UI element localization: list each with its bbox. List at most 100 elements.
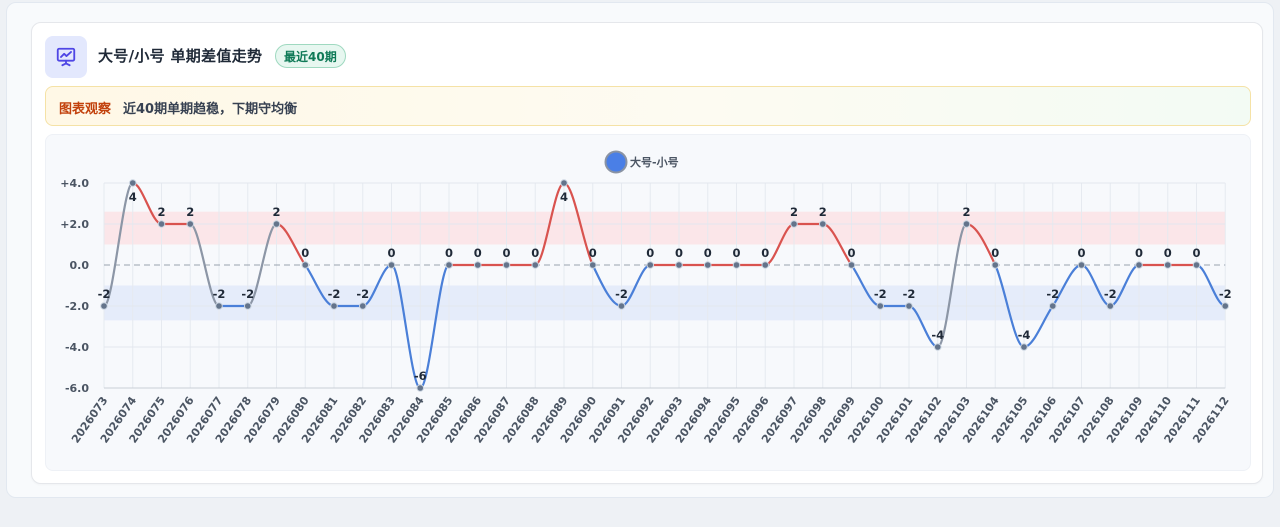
observation-label: 图表观察 <box>59 102 112 117</box>
data-point[interactable] <box>905 302 913 310</box>
data-point[interactable] <box>531 261 540 269</box>
series-line-segment <box>189 222 220 308</box>
data-label: 2 <box>819 205 827 219</box>
data-label: -6 <box>414 369 427 383</box>
data-label: 4 <box>560 190 568 204</box>
data-label: 2 <box>186 205 194 219</box>
data-point[interactable] <box>1192 261 1201 269</box>
data-point[interactable] <box>301 261 310 269</box>
card-title: 大号/小号 单期差值走势 <box>98 47 263 65</box>
data-label: 0 <box>301 246 309 260</box>
data-point[interactable] <box>215 302 223 310</box>
data-label: -2 <box>98 287 111 301</box>
data-point[interactable] <box>272 220 281 228</box>
data-label: 2 <box>962 205 970 219</box>
series-line-segment <box>419 263 451 390</box>
difference-line-chart: +4.0+2.00.0-2.0-4.0-6.0大号-小号-22026073420… <box>60 150 1232 446</box>
data-label: 0 <box>761 246 769 260</box>
data-point[interactable] <box>186 220 195 228</box>
data-point[interactable] <box>502 261 511 269</box>
data-label: 2 <box>272 205 280 219</box>
data-label: 4 <box>129 190 137 204</box>
data-label: 0 <box>1135 246 1143 260</box>
data-label: -2 <box>213 287 226 301</box>
data-point[interactable] <box>1106 302 1115 310</box>
band-negative <box>104 285 1226 321</box>
data-label: -2 <box>1219 287 1232 301</box>
page-panel: 大号/小号 单期差值走势 最近40期 图表观察 近40期单期趋稳，下期守均衡 +… <box>6 2 1274 498</box>
data-label: 0 <box>646 246 654 260</box>
data-label: -2 <box>1046 287 1059 301</box>
legend-marker[interactable] <box>604 150 628 174</box>
data-label: 0 <box>1077 246 1085 260</box>
data-point[interactable] <box>1020 343 1028 351</box>
y-tick-label: 0.0 <box>70 259 90 272</box>
data-point[interactable] <box>933 343 942 351</box>
trend-card: 大号/小号 单期差值走势 最近40期 图表观察 近40期单期趋稳，下期守均衡 +… <box>31 22 1263 484</box>
data-label: 0 <box>847 246 855 260</box>
data-point[interactable] <box>991 261 1000 269</box>
data-point[interactable] <box>387 261 396 269</box>
data-label: 0 <box>1192 246 1200 260</box>
data-label: 2 <box>157 205 165 219</box>
data-point[interactable] <box>1135 261 1143 269</box>
chart-container: +4.0 +2.0 0.0 -2.0 -4.0 -6.0 大号-小号 -2 2026073 4 20… <box>45 134 1251 471</box>
series-line-segment <box>390 263 422 390</box>
data-label: -4 <box>1018 328 1031 342</box>
data-label: 0 <box>531 246 539 260</box>
series-line-segment <box>936 222 968 349</box>
data-point[interactable] <box>1048 302 1057 310</box>
period-badge: 最近40期 <box>275 44 346 68</box>
data-point[interactable] <box>358 302 367 310</box>
data-point[interactable] <box>473 261 482 269</box>
data-label: 0 <box>1164 246 1172 260</box>
data-label: 2 <box>790 205 798 219</box>
data-point[interactable] <box>100 302 108 310</box>
data-point[interactable] <box>761 261 770 269</box>
legend-label[interactable]: 大号-小号 <box>630 155 679 169</box>
series-line-segment <box>534 181 565 267</box>
data-point[interactable] <box>732 261 741 269</box>
y-tick-label: -4.0 <box>65 341 89 354</box>
data-label: 0 <box>732 246 740 260</box>
data-point[interactable] <box>445 261 453 269</box>
y-tick-label: -6.0 <box>65 382 89 395</box>
y-tick-label: +2.0 <box>60 218 89 231</box>
data-point[interactable] <box>617 302 626 310</box>
data-point[interactable] <box>1077 261 1086 269</box>
data-point[interactable] <box>1221 302 1230 310</box>
y-tick-label: +4.0 <box>60 177 89 190</box>
data-point[interactable] <box>675 261 683 269</box>
observation-banner: 图表观察 近40期单期趋稳，下期守均衡 <box>45 86 1251 126</box>
data-label: 0 <box>704 246 712 260</box>
data-point[interactable] <box>128 179 137 187</box>
data-point[interactable] <box>847 261 856 269</box>
data-label: -2 <box>874 287 887 301</box>
data-label: 0 <box>589 246 597 260</box>
data-label: -2 <box>1104 287 1117 301</box>
data-point[interactable] <box>703 261 712 269</box>
data-point[interactable] <box>243 302 252 310</box>
data-point[interactable] <box>790 220 798 228</box>
data-point[interactable] <box>876 302 885 310</box>
data-point[interactable] <box>416 384 425 392</box>
series-line-segment <box>247 222 278 308</box>
data-point[interactable] <box>588 261 597 269</box>
data-label: 0 <box>474 246 482 260</box>
chart-trend-icon <box>45 36 87 78</box>
data-label: -2 <box>356 287 369 301</box>
data-label: -2 <box>615 287 628 301</box>
y-tick-label: -2.0 <box>65 300 89 313</box>
data-label: 0 <box>387 246 395 260</box>
data-point[interactable] <box>157 220 166 228</box>
observation-text: 近40期单期趋稳，下期守均衡 <box>123 102 298 117</box>
data-point[interactable] <box>962 220 971 228</box>
data-point[interactable] <box>646 261 655 269</box>
data-point[interactable] <box>818 220 827 228</box>
data-label: -4 <box>931 328 944 342</box>
data-label: 0 <box>675 246 683 260</box>
data-point[interactable] <box>1163 261 1172 269</box>
data-point[interactable] <box>560 179 568 187</box>
data-label: 0 <box>502 246 510 260</box>
data-point[interactable] <box>330 302 338 310</box>
